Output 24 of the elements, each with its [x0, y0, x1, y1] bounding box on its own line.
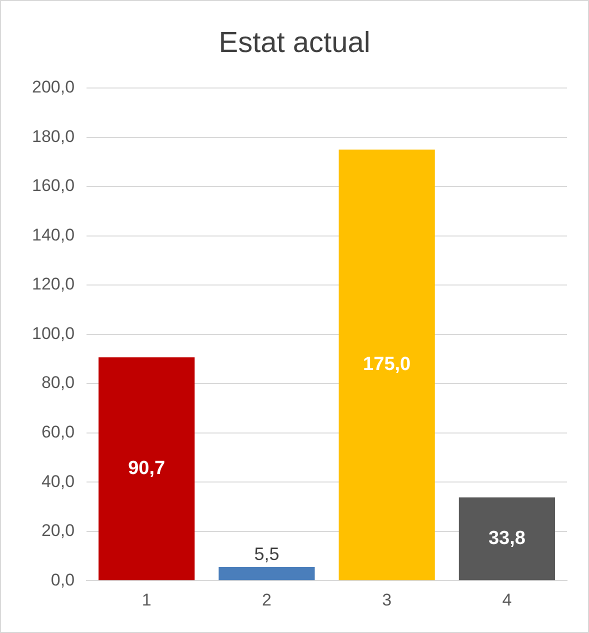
y-tick-label: 180,0	[32, 126, 75, 146]
x-tick-label: 3	[382, 590, 392, 610]
x-tick-label: 1	[142, 590, 152, 610]
y-tick-label: 0,0	[50, 570, 75, 590]
bar	[338, 150, 435, 580]
y-tick-label: 160,0	[32, 176, 75, 196]
y-tick-label: 80,0	[41, 373, 75, 392]
y-tick-label: 140,0	[32, 225, 75, 244]
y-tick-label: 20,0	[41, 521, 75, 540]
data-label: 90,7	[128, 458, 166, 479]
chart-title: Estat actual	[218, 27, 372, 60]
x-tick-label: 4	[502, 590, 512, 610]
y-tick-label: 120,0	[32, 274, 75, 294]
data-label: 5,5	[254, 544, 280, 564]
bar	[458, 497, 555, 580]
data-label: 175,0	[363, 354, 411, 376]
y-tick-label: 40,0	[41, 472, 75, 491]
y-tick-label: 60,0	[41, 422, 75, 442]
bar	[98, 357, 195, 580]
data-label: 33,8	[488, 528, 526, 549]
y-tick-label: 100,0	[32, 324, 75, 343]
x-tick-label: 2	[262, 590, 272, 610]
y-tick-label: 200,0	[32, 78, 75, 97]
bar	[218, 567, 315, 580]
